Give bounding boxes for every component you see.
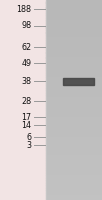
Bar xyxy=(46,65,102,68)
Bar xyxy=(46,73,102,75)
Bar xyxy=(46,18,102,20)
Text: 188: 188 xyxy=(17,4,32,14)
Bar xyxy=(46,198,102,200)
Bar xyxy=(46,75,102,77)
Text: 28: 28 xyxy=(22,97,32,106)
Bar xyxy=(46,150,102,152)
Bar xyxy=(46,140,102,142)
Bar xyxy=(46,45,102,47)
Bar xyxy=(46,170,102,172)
Text: 17: 17 xyxy=(22,112,32,121)
Bar xyxy=(46,192,102,195)
Bar xyxy=(46,2,102,5)
Text: 49: 49 xyxy=(22,58,32,68)
Bar xyxy=(46,92,102,95)
Bar xyxy=(46,47,102,50)
Bar xyxy=(46,10,102,12)
Bar xyxy=(46,128,102,130)
Bar xyxy=(46,20,102,22)
Text: 62: 62 xyxy=(22,43,32,51)
Bar xyxy=(46,38,102,40)
Bar xyxy=(46,22,102,25)
Bar xyxy=(46,165,102,168)
Bar xyxy=(46,88,102,90)
Bar xyxy=(46,175,102,178)
Bar xyxy=(46,108,102,110)
Bar xyxy=(46,115,102,117)
Bar xyxy=(46,122,102,125)
Bar xyxy=(46,132,102,135)
Bar xyxy=(46,77,102,80)
Bar xyxy=(46,130,102,132)
Bar xyxy=(46,85,102,88)
Bar xyxy=(46,30,102,32)
Bar xyxy=(46,145,102,148)
Bar xyxy=(46,195,102,198)
Bar xyxy=(63,78,94,85)
Bar xyxy=(46,158,102,160)
Bar xyxy=(46,80,102,82)
Bar xyxy=(46,148,102,150)
Bar xyxy=(46,15,102,18)
Bar xyxy=(46,27,102,30)
Bar xyxy=(46,55,102,58)
Bar xyxy=(46,62,102,65)
Bar xyxy=(46,105,102,108)
Bar xyxy=(46,102,102,105)
Bar xyxy=(46,95,102,98)
Bar xyxy=(46,12,102,15)
Text: 6: 6 xyxy=(27,133,32,142)
Bar xyxy=(46,40,102,43)
Bar xyxy=(46,7,102,10)
Bar xyxy=(46,178,102,180)
Bar xyxy=(46,135,102,138)
Bar xyxy=(46,58,102,60)
Bar xyxy=(46,5,102,7)
Bar xyxy=(46,182,102,185)
Bar xyxy=(46,162,102,165)
Bar xyxy=(46,100,102,102)
Text: 98: 98 xyxy=(22,21,32,30)
Bar xyxy=(46,68,102,70)
Bar xyxy=(46,152,102,155)
Bar xyxy=(46,168,102,170)
Bar xyxy=(46,138,102,140)
Bar xyxy=(46,185,102,188)
Text: 38: 38 xyxy=(22,76,32,86)
Bar xyxy=(46,52,102,55)
Bar xyxy=(46,112,102,115)
Bar xyxy=(46,118,102,120)
Bar xyxy=(46,70,102,73)
Bar xyxy=(46,25,102,27)
Bar xyxy=(46,82,102,85)
Bar xyxy=(46,160,102,162)
Bar xyxy=(46,120,102,122)
Bar xyxy=(46,90,102,92)
Bar xyxy=(46,43,102,45)
Bar xyxy=(46,142,102,145)
Bar xyxy=(46,98,102,100)
Text: 14: 14 xyxy=(22,120,32,130)
Text: 3: 3 xyxy=(27,140,32,149)
Bar xyxy=(46,60,102,62)
Bar xyxy=(46,172,102,175)
Bar xyxy=(46,0,102,2)
Bar xyxy=(46,35,102,38)
Bar xyxy=(46,155,102,158)
Bar xyxy=(46,110,102,112)
Bar xyxy=(46,188,102,190)
Bar xyxy=(46,125,102,128)
Bar xyxy=(46,180,102,182)
Bar xyxy=(0,0,46,200)
Bar xyxy=(46,190,102,192)
Bar xyxy=(46,32,102,35)
Bar xyxy=(46,50,102,52)
